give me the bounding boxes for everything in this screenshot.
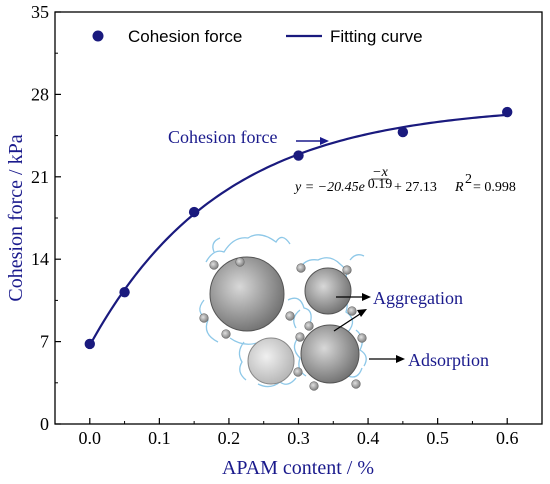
x-tick-label: 0.4 bbox=[357, 428, 380, 448]
data-point bbox=[293, 150, 304, 161]
small-particle bbox=[357, 333, 367, 343]
small-particle bbox=[221, 329, 231, 339]
data-point bbox=[188, 206, 200, 218]
data-points bbox=[84, 106, 513, 350]
small-particle bbox=[304, 321, 314, 331]
annotation-aggregation: Aggregation bbox=[373, 288, 463, 308]
data-point bbox=[502, 106, 513, 118]
small-particle bbox=[199, 313, 209, 323]
y-axis-title: Cohesion force / kPa bbox=[5, 134, 27, 301]
x-tick-label: 0.2 bbox=[218, 428, 241, 448]
aggregation-arrow-diagonal bbox=[333, 313, 361, 332]
x-tick-label: 0.1 bbox=[148, 428, 171, 448]
particle-large bbox=[209, 256, 285, 332]
equation-r2-value: = 0.998 bbox=[473, 180, 516, 195]
y-tick-label: 14 bbox=[31, 249, 49, 269]
y-tick-label: 35 bbox=[31, 2, 49, 22]
small-particle bbox=[296, 263, 306, 273]
annotation-adsorption: Adsorption bbox=[408, 350, 489, 370]
equation-r2-exponent: 2 bbox=[465, 172, 472, 187]
data-point bbox=[84, 338, 95, 350]
legend-marker-cohesion-force bbox=[92, 30, 104, 42]
y-tick-label: 28 bbox=[31, 84, 49, 104]
annotation-arrowhead-cohesion bbox=[320, 137, 329, 145]
particle-medium bbox=[304, 267, 352, 315]
data-point bbox=[397, 126, 409, 138]
equation-r2-label: R bbox=[454, 180, 464, 195]
data-point bbox=[119, 286, 130, 298]
equation-exp-numerator: −x bbox=[372, 165, 388, 180]
small-particle bbox=[209, 260, 219, 270]
x-tick-label: 0.3 bbox=[287, 428, 310, 448]
particle-light bbox=[247, 337, 295, 385]
x-tick-label: 0.0 bbox=[79, 428, 102, 448]
small-particle bbox=[285, 311, 295, 321]
small-particle bbox=[235, 257, 245, 267]
x-tick-label: 0.6 bbox=[496, 428, 519, 448]
small-particle bbox=[347, 306, 357, 316]
equation-constant: + 27.13 bbox=[394, 180, 437, 195]
aggregation-arrowhead-horizontal bbox=[362, 293, 371, 301]
annotation-cohesion-force: Cohesion force bbox=[168, 127, 277, 147]
y-axis-ticks: 0 7 14 21 28 35 bbox=[31, 2, 61, 434]
y-tick-label: 21 bbox=[31, 167, 49, 187]
legend-label-cohesion-force: Cohesion force bbox=[128, 27, 242, 46]
x-axis-title: APAM content / % bbox=[222, 457, 374, 479]
small-particle bbox=[309, 381, 319, 391]
fit-equation: y = −20.45e −x 0.19 + 27.13 R 2 = 0.998 bbox=[293, 165, 516, 195]
y-tick-label: 7 bbox=[40, 332, 49, 352]
small-particle bbox=[293, 367, 303, 377]
legend-label-fitting-curve: Fitting curve bbox=[330, 27, 423, 46]
particle-dark bbox=[300, 324, 360, 384]
legend: Cohesion force Fitting curve bbox=[92, 27, 423, 46]
small-particle bbox=[351, 379, 361, 389]
small-particles bbox=[199, 257, 367, 391]
aggregation-arrowhead-diagonal bbox=[357, 309, 367, 317]
aggregation-schematic bbox=[199, 234, 405, 391]
adsorption-arrowhead bbox=[396, 355, 405, 363]
small-particle bbox=[295, 332, 305, 342]
x-axis-ticks: 0.0 0.1 0.2 0.3 0.4 0.5 0.6 bbox=[79, 418, 519, 448]
equation-exp-denominator: 0.19 bbox=[368, 177, 393, 192]
x-tick-label: 0.5 bbox=[426, 428, 449, 448]
small-particle bbox=[342, 265, 352, 275]
equation-main: y = −20.45e bbox=[293, 180, 365, 195]
y-tick-label: 0 bbox=[40, 414, 49, 434]
